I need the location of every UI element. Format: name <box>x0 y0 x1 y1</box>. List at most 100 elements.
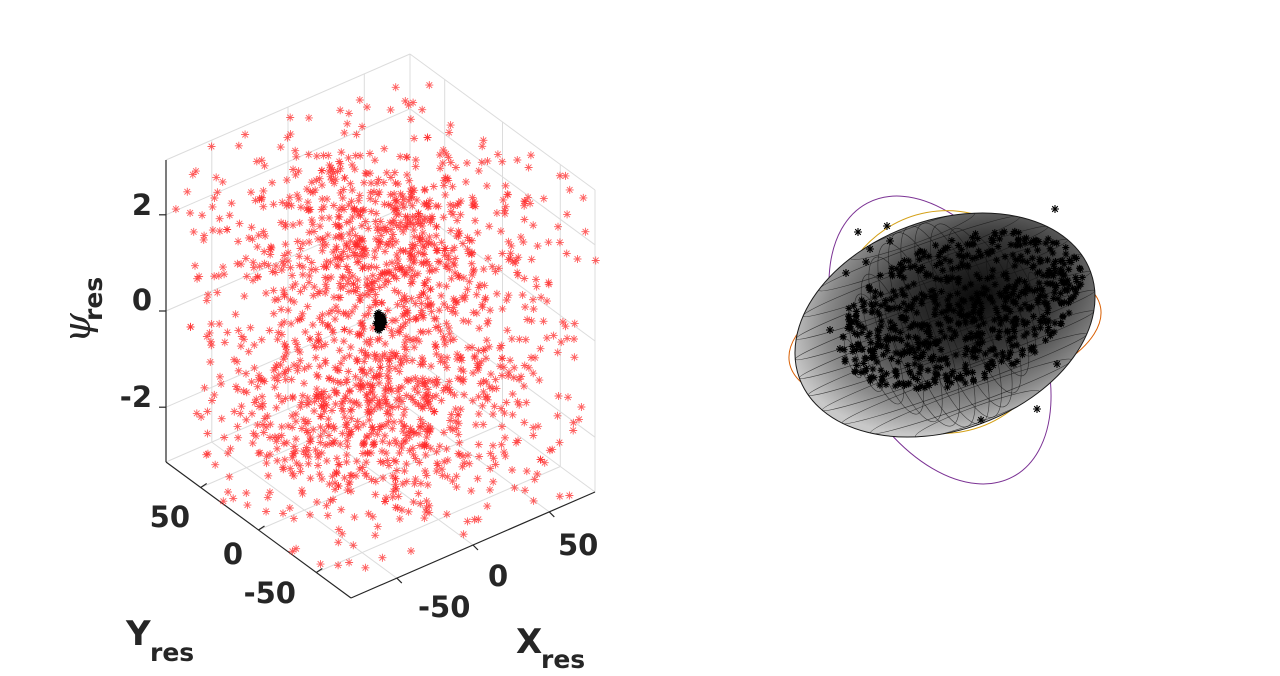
data-point <box>340 473 349 482</box>
data-point <box>363 103 371 112</box>
data-point <box>400 421 409 430</box>
data-point <box>266 250 275 259</box>
data-point <box>355 96 364 104</box>
data-point <box>356 380 365 389</box>
data-point <box>441 244 450 253</box>
data-point <box>896 271 904 279</box>
data-point <box>1048 270 1056 278</box>
data-point <box>226 444 235 453</box>
data-point <box>335 346 344 355</box>
data-point <box>217 414 226 423</box>
data-point <box>412 196 421 205</box>
data-point <box>322 240 331 249</box>
data-point <box>346 471 355 480</box>
data-point <box>508 257 517 266</box>
data-point <box>498 371 506 380</box>
data-point <box>1077 280 1085 288</box>
data-point <box>1019 317 1027 325</box>
data-point <box>337 148 346 157</box>
data-point <box>529 423 538 432</box>
data-point <box>517 372 526 381</box>
data-point <box>922 337 930 345</box>
data-point <box>942 371 950 379</box>
data-point <box>398 312 407 320</box>
data-point <box>969 314 977 322</box>
data-point <box>981 374 989 382</box>
data-point <box>478 300 487 309</box>
data-point <box>486 449 495 458</box>
data-point <box>319 394 327 402</box>
data-point <box>301 328 310 336</box>
data-point <box>304 362 313 371</box>
data-point <box>341 420 350 429</box>
data-point <box>954 275 962 283</box>
data-point <box>291 146 300 155</box>
data-point <box>1072 254 1080 262</box>
data-point <box>449 303 458 312</box>
data-point <box>854 331 862 339</box>
data-point <box>542 333 551 342</box>
data-point <box>207 341 216 350</box>
data-point <box>329 201 338 210</box>
data-point <box>445 385 454 394</box>
data-point <box>371 490 380 499</box>
data-point <box>337 505 346 514</box>
data-point <box>887 269 895 277</box>
data-point <box>337 404 346 413</box>
data-point <box>255 371 264 380</box>
data-point <box>253 382 262 391</box>
data-point <box>259 202 268 211</box>
data-point <box>264 471 273 480</box>
data-point <box>407 375 416 384</box>
mesh-line <box>850 211 975 260</box>
data-point <box>961 351 969 358</box>
data-point <box>363 391 371 400</box>
data-point <box>867 339 875 347</box>
z-tick-label: 0 <box>132 283 152 317</box>
data-point <box>386 410 395 419</box>
data-point <box>408 444 417 453</box>
data-point <box>458 293 467 302</box>
data-point <box>394 387 403 396</box>
data-point <box>432 467 441 476</box>
data-point <box>262 459 271 468</box>
data-point <box>457 356 466 365</box>
data-point <box>1052 258 1059 265</box>
data-point <box>279 261 288 270</box>
data-point <box>351 302 360 311</box>
data-point <box>996 289 1004 297</box>
data-point <box>1053 281 1060 289</box>
data-point <box>501 181 510 190</box>
data-point <box>215 227 224 236</box>
data-point <box>424 376 433 385</box>
data-point <box>939 266 947 274</box>
data-point <box>410 479 419 488</box>
data-point <box>186 209 195 217</box>
data-point <box>1044 327 1052 335</box>
data-point <box>293 190 302 199</box>
data-point <box>979 338 986 346</box>
data-point <box>393 259 402 268</box>
data-point <box>870 374 878 382</box>
data-point <box>937 276 945 284</box>
data-point <box>300 379 308 388</box>
data-point <box>418 228 427 237</box>
data-point <box>1009 290 1017 298</box>
data-point <box>292 340 301 349</box>
data-point <box>877 290 885 298</box>
data-point <box>331 233 340 242</box>
data-point <box>467 486 476 495</box>
data-point <box>381 383 390 392</box>
data-point <box>242 489 251 497</box>
data-point <box>388 241 397 250</box>
data-point <box>364 224 373 233</box>
data-point <box>991 231 999 239</box>
data-point <box>489 454 498 463</box>
data-point <box>481 295 490 304</box>
data-point <box>826 326 834 334</box>
data-point <box>969 353 977 361</box>
data-point <box>336 255 345 264</box>
data-point <box>259 186 268 195</box>
data-point <box>1024 247 1032 255</box>
data-point <box>442 510 451 519</box>
